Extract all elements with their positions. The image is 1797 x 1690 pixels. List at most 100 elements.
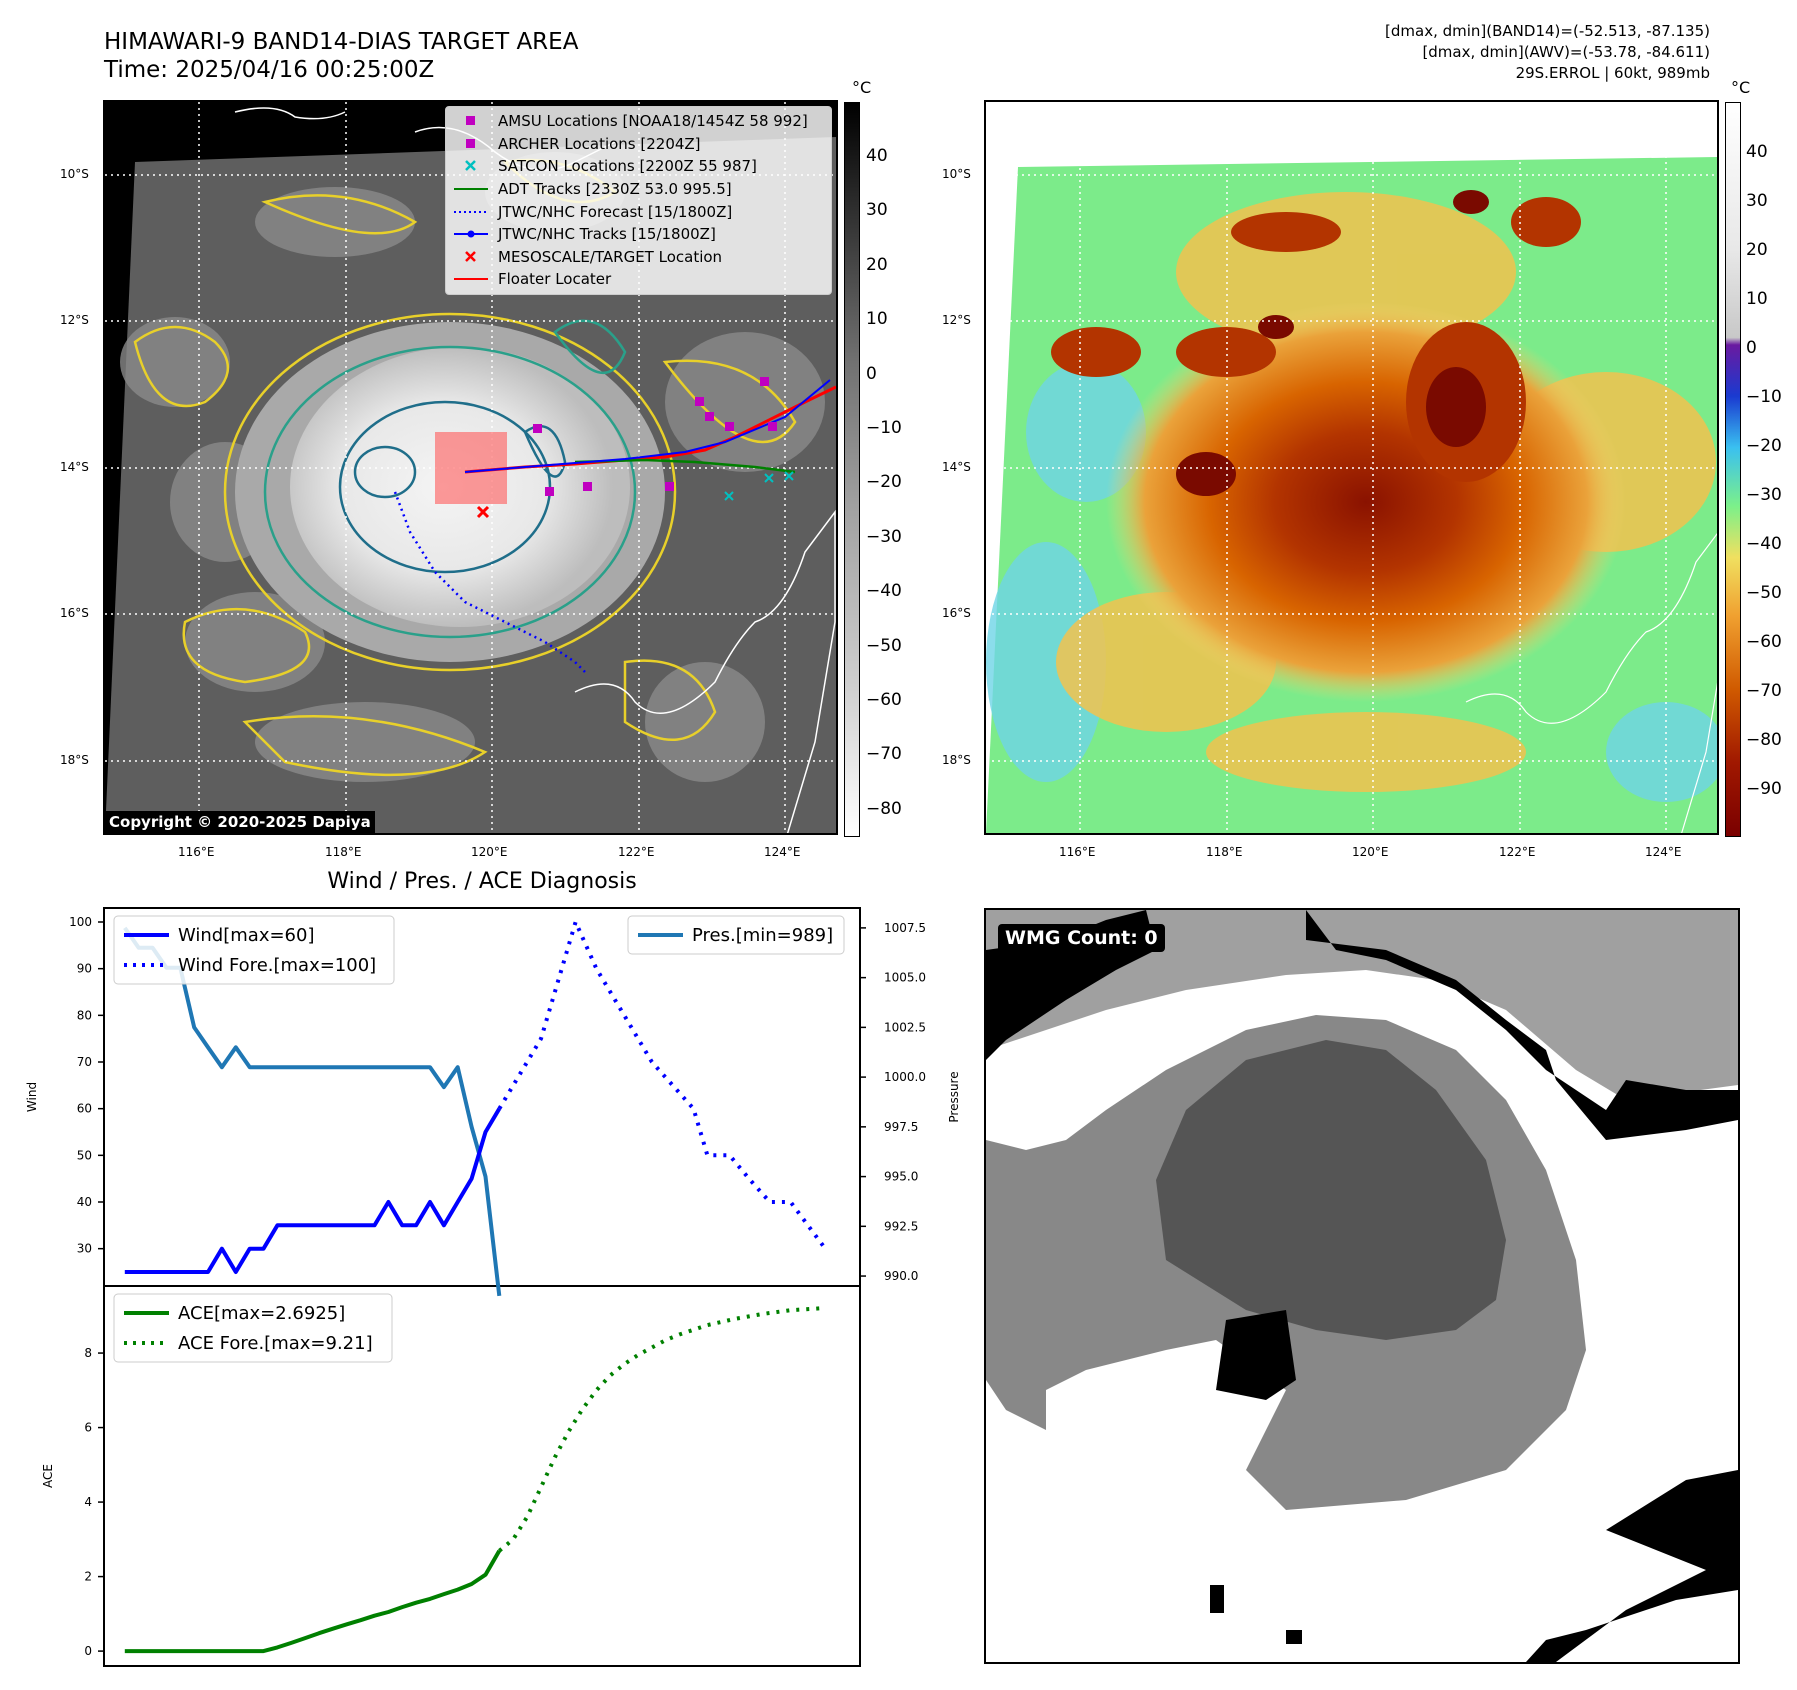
- legend-label: Floater Locater: [498, 270, 612, 289]
- lat-label: 18°S: [942, 753, 971, 767]
- ace-y-tick-label: 8: [84, 1346, 92, 1360]
- colorbar-tick-label: −40: [866, 581, 902, 602]
- legend-box: [113, 1293, 393, 1363]
- ace-line: [124, 1549, 502, 1654]
- legend-x-marker: [465, 160, 476, 172]
- legend-label: JTWC/NHC Forecast [15/1800Z]: [498, 202, 733, 221]
- wind-y-tick-label: 30: [77, 1242, 92, 1256]
- wmg-image: [986, 910, 1738, 1662]
- colorbar-tick-label: −90: [1746, 779, 1782, 799]
- wind-y-tick-label: 60: [77, 1102, 92, 1116]
- legend-square-marker: [466, 138, 475, 148]
- lat-label: 18°S: [60, 753, 89, 767]
- legend-label: JTWC/NHC Tracks [15/1800Z]: [498, 225, 716, 244]
- colorbar-tick-label: 0: [866, 363, 877, 384]
- legend-label: ACE Fore.[max=9.21]: [178, 1333, 373, 1354]
- legend-box: [113, 915, 395, 985]
- pressure-legend: Pres.[min=989]: [627, 915, 845, 955]
- copyright-label: Copyright © 2020-2025 Dapiya: [105, 811, 375, 833]
- legend-label: Pres.[min=989]: [692, 925, 833, 946]
- legend-label: ADT Tracks [2330Z 53.0 995.5]: [498, 180, 732, 199]
- legend-label: Wind[max=60]: [178, 925, 315, 946]
- colorbar-tick-label: 40: [866, 146, 888, 166]
- lon-label: 118°E: [325, 845, 362, 859]
- chart-title: HIMAWARI-9 BAND14-DIAS TARGET AREA: [104, 29, 579, 55]
- wmg-count-badge: WMG Count: 0: [998, 924, 1165, 952]
- ace-legend: ACE[max=2.6925] ACE Fore.[max=9.21]: [113, 1293, 393, 1363]
- chart-time: Time: 2025/04/16 00:25:00Z: [104, 57, 435, 83]
- colorbar-tick-label: 20: [866, 254, 888, 275]
- legend-label: MESOSCALE/TARGET Location: [498, 247, 723, 266]
- legend-square-marker: [466, 116, 475, 126]
- colorbar-tick-label: 30: [866, 200, 888, 221]
- lon-label: 124°E: [764, 845, 801, 859]
- stats-band14: [dmax, dmin](BAND14)=(-52.513, -87.135): [1385, 22, 1710, 40]
- legend-dot-marker: [467, 230, 475, 238]
- storm-info: 29S.ERROL | 60kt, 989mb: [1515, 64, 1710, 82]
- ir-map-panel: Copyright © 2020-2025 Dapiya AMSU Locati…: [103, 100, 838, 835]
- legend-box: [627, 915, 845, 955]
- diagnosis-chart: Wind / Pres. / ACE Diagnosis 30405060708…: [25, 869, 960, 1667]
- colorbar-tick-label: −20: [1746, 436, 1782, 456]
- ace-axis-label: ACE: [41, 1464, 55, 1488]
- pressure-y-tick-label: 1005.0: [884, 971, 926, 985]
- legend-symbol: [454, 210, 488, 213]
- colorbar-tick-label: 10: [1746, 289, 1768, 309]
- legend-label: SATCON Locations [2200Z 55 987]: [498, 157, 757, 176]
- wmg-panel: WMG Count: 0: [984, 908, 1740, 1664]
- wind-line: [124, 1107, 502, 1274]
- colorbar-unit: °C: [852, 78, 872, 97]
- colorbar-tick-label: 0: [1746, 338, 1757, 358]
- legend-symbol: [454, 278, 488, 281]
- colorbar-tick-label: 10: [866, 309, 888, 330]
- wind-y-tick-label: 40: [77, 1195, 92, 1209]
- legend-item: JTWC/NHC Tracks [15/1800Z]: [446, 223, 831, 246]
- lon-label: 116°E: [1059, 845, 1096, 859]
- legend-symbol: [466, 116, 475, 126]
- legend-item: SATCON Locations [2200Z 55 987]: [446, 155, 831, 178]
- lat-label: 16°S: [60, 606, 89, 620]
- pressure-y-tick-label: 990.0: [884, 1269, 918, 1283]
- colorbar-unit: °C: [1731, 78, 1751, 97]
- ace-forecast-line: [498, 1306, 826, 1553]
- legend-item: AMSU Locations [NOAA18/1454Z 58 992]: [446, 110, 831, 133]
- ace-y-tick-label: 0: [84, 1644, 92, 1658]
- legend-symbol: [466, 138, 475, 148]
- legend-item: Floater Locater: [446, 268, 831, 291]
- colorbar-grayscale: [844, 102, 860, 837]
- legend-item: ADT Tracks [2330Z 53.0 995.5]: [446, 178, 831, 201]
- colorbar-tick-label: −60: [866, 690, 902, 710]
- stats-awv: [dmax, dmin](AWV)=(-53.78, -84.611): [1422, 43, 1710, 61]
- pressure-y-tick-label: 1000.0: [884, 1070, 926, 1084]
- colorbar-tick-label: −70: [1746, 681, 1782, 701]
- legend-symbol: [465, 250, 476, 262]
- wind-y-tick-label: 50: [77, 1148, 92, 1162]
- color-ir-map-image: [986, 102, 1717, 833]
- legend-label: ACE[max=2.6925]: [178, 1303, 345, 1324]
- pressure-y-tick-label: 992.5: [884, 1219, 918, 1233]
- legend-label: ARCHER Locations [2204Z]: [498, 134, 701, 153]
- legend-item: ARCHER Locations [2204Z]: [446, 133, 831, 156]
- colorbar-tick-label: −30: [1746, 485, 1782, 505]
- colorbar-tick-label: −50: [1746, 583, 1782, 603]
- map-legend: AMSU Locations [NOAA18/1454Z 58 992] ARCH…: [445, 106, 832, 295]
- pressure-y-tick-label: 997.5: [884, 1120, 918, 1134]
- colorbar-tick-label: −10: [866, 418, 902, 438]
- pressure-line: [123, 926, 502, 1297]
- lon-label: 120°E: [1352, 845, 1389, 859]
- ace-y-tick-label: 2: [84, 1570, 92, 1584]
- legend-symbol: [454, 230, 488, 238]
- lat-label: 10°S: [60, 167, 89, 181]
- color-ir-map-panel: [984, 100, 1719, 835]
- lon-label: 124°E: [1645, 845, 1682, 859]
- colorbar-tick-label: −40: [1746, 534, 1782, 554]
- pressure-y-tick-label: 995.0: [884, 1170, 918, 1184]
- wind-forecast-line: [497, 920, 827, 1250]
- colorbar-tick-label: −10: [1746, 387, 1782, 407]
- lat-label: 10°S: [942, 167, 971, 181]
- ace-y-tick-label: 6: [84, 1421, 92, 1435]
- wind-y-tick-label: 80: [77, 1008, 92, 1022]
- legend-x-marker: [465, 250, 476, 262]
- wind-y-tick-label: 70: [77, 1055, 92, 1069]
- colorbar-tick-label: −80: [866, 798, 902, 819]
